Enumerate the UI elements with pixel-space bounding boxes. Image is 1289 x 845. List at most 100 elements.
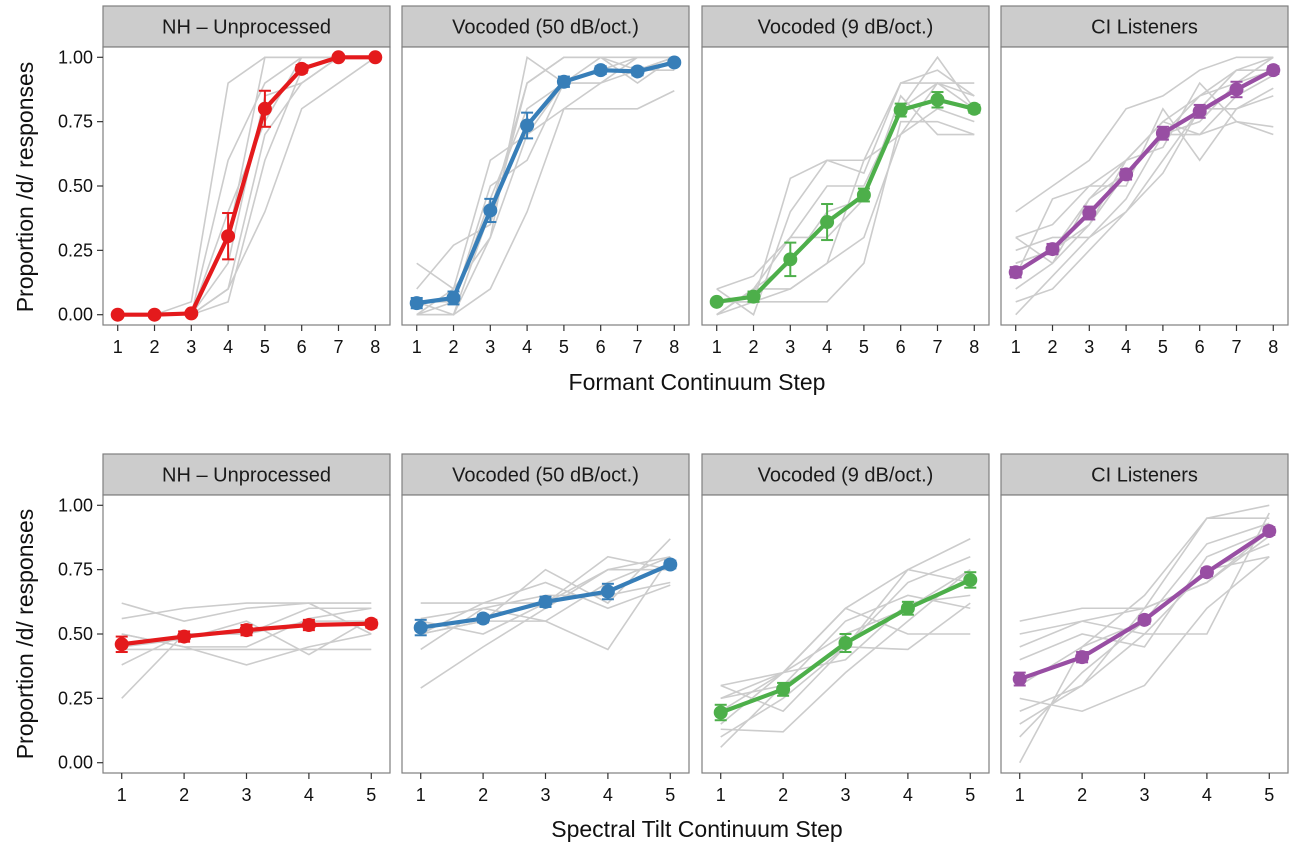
x-tick-label: 8	[370, 337, 380, 357]
individual-line	[420, 556, 671, 635]
panel-strip-label: CI Listeners	[1091, 465, 1198, 487]
individual-line	[720, 568, 971, 687]
mean-point	[538, 594, 553, 609]
mean-point	[709, 294, 724, 309]
y-tick-label: 0.25	[58, 240, 93, 260]
panels-layer: NH – Unprocessed 1 2 3 4 5 6 7 8 0.00 0.25 0.50 0.75…	[58, 5, 1289, 805]
x-tick-label: 5	[859, 337, 869, 357]
individual-line	[716, 120, 975, 303]
individual-line	[720, 569, 971, 733]
individual-line	[121, 607, 372, 648]
panel-1-4: CI Listeners 1 2 3 4 5 6 7 8	[1000, 5, 1289, 357]
panel-strip	[102, 5, 391, 48]
mean-point	[1229, 82, 1244, 97]
x-tick-label: 1	[113, 337, 123, 357]
mean-point	[963, 572, 978, 587]
x-tick-label: 8	[969, 337, 979, 357]
x-tick-label: 7	[333, 337, 343, 357]
x-tick-label: 4	[522, 337, 532, 357]
x-tick-label: 3	[840, 785, 850, 805]
individual-line	[716, 82, 975, 316]
mean-point	[820, 215, 835, 230]
panel-2-1: NH – Unprocessed 1 2 3 4 5 0.00 0.25 0.50 0.75 1.0…	[58, 453, 391, 805]
mean-point	[1192, 104, 1207, 119]
x-tick-label: 6	[596, 337, 606, 357]
panel-1-2: Vocoded (50 dB/oct.) 1 2 3 4 5 6 7 8	[401, 5, 690, 357]
x-tick-label: 2	[749, 337, 759, 357]
y-tick-label: 1.00	[58, 47, 93, 67]
x-tick-label: 5	[366, 785, 376, 805]
x-tick-label: 7	[1231, 337, 1241, 357]
individual-line	[1019, 555, 1270, 725]
x-tick-label: 5	[260, 337, 270, 357]
mean-point	[783, 252, 798, 267]
panel-2-4: CI Listeners 1 2 3 4 5	[1000, 453, 1289, 805]
panel-strip-label: CI Listeners	[1091, 17, 1198, 39]
y-tick-label: 0.50	[58, 624, 93, 644]
x-tick-label: 5	[1264, 785, 1274, 805]
mean-point	[476, 611, 491, 626]
x-tick-label: 4	[304, 785, 314, 805]
mean-point	[110, 307, 125, 322]
mean-point	[239, 623, 254, 638]
x-tick-label: 3	[540, 785, 550, 805]
x-tick-label: 5	[559, 337, 569, 357]
individual-line	[1015, 56, 1274, 213]
mean-point	[483, 203, 498, 218]
mean-point	[1012, 672, 1027, 687]
mean-point	[301, 617, 316, 632]
mean-point	[1262, 524, 1277, 539]
mean-point	[746, 289, 761, 304]
mean-point	[1045, 242, 1060, 257]
individual-line	[121, 602, 372, 620]
mean-line	[1014, 68, 1275, 275]
mean-point	[177, 629, 192, 644]
individual-line	[416, 90, 675, 316]
x-tick-label: 1	[716, 785, 726, 805]
mean-point	[364, 616, 379, 631]
panel-strip	[102, 453, 391, 496]
y-axis-title-top: Proportion /d/ responses	[12, 62, 38, 313]
x-tick-label: 4	[822, 337, 832, 357]
mean-point	[893, 103, 908, 118]
mean-point	[1008, 265, 1023, 280]
y-tick-label: 0.75	[58, 560, 93, 580]
individual-line	[1019, 535, 1270, 648]
panel-strip-label: Vocoded (50 dB/oct.)	[452, 465, 639, 487]
y-tick-label: 0.75	[58, 112, 93, 132]
individual-line	[1015, 95, 1274, 252]
mean-point	[114, 637, 129, 652]
mean-point	[413, 620, 428, 635]
y-tick-label: 0.50	[58, 176, 93, 196]
individual-line	[121, 602, 372, 635]
individual-line	[1019, 504, 1270, 764]
x-tick-label: 4	[1121, 337, 1131, 357]
x-tick-label: 5	[965, 785, 975, 805]
x-axis-title-bottom: Spectral Tilt Continuum Step	[551, 816, 842, 842]
mean-point	[1266, 63, 1281, 78]
panel-strip-label: NH – Unprocessed	[162, 465, 331, 487]
x-tick-label: 7	[932, 337, 942, 357]
panel-strip	[701, 5, 990, 48]
x-tick-label: 1	[1015, 785, 1025, 805]
y-tick-label: 1.00	[58, 495, 93, 515]
mean-point	[446, 290, 461, 305]
mean-point	[900, 601, 915, 616]
mean-point	[409, 296, 424, 311]
mean-point	[294, 61, 309, 76]
individual-line	[1014, 87, 1274, 277]
x-tick-label: 2	[1048, 337, 1058, 357]
mean-point	[593, 63, 608, 78]
x-tick-label: 6	[896, 337, 906, 357]
x-tick-label: 2	[179, 785, 189, 805]
panel-strip-label: NH – Unprocessed	[162, 17, 331, 39]
panel-strip-label: Vocoded (9 dB/oct.)	[758, 17, 934, 39]
x-tick-label: 1	[412, 337, 422, 357]
x-tick-label: 1	[1011, 337, 1021, 357]
mean-point	[1075, 650, 1090, 665]
x-tick-label: 3	[241, 785, 251, 805]
y-tick-label: 0.25	[58, 688, 93, 708]
panel-strip	[401, 453, 690, 496]
x-tick-label: 8	[1268, 337, 1278, 357]
mean-point	[556, 74, 571, 89]
